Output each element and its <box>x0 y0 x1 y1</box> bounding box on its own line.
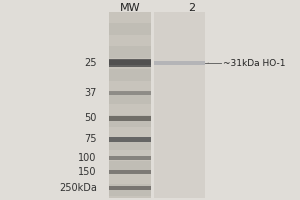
Text: 75: 75 <box>84 134 97 144</box>
Text: 37: 37 <box>84 88 97 98</box>
FancyBboxPatch shape <box>109 69 151 81</box>
Text: 25: 25 <box>84 58 97 68</box>
FancyBboxPatch shape <box>109 46 151 58</box>
Text: 250kDa: 250kDa <box>59 183 97 193</box>
FancyBboxPatch shape <box>109 138 151 150</box>
FancyBboxPatch shape <box>109 92 151 104</box>
FancyBboxPatch shape <box>109 60 151 65</box>
FancyBboxPatch shape <box>154 61 205 65</box>
Text: 50: 50 <box>84 113 97 123</box>
Text: 150: 150 <box>78 167 97 177</box>
FancyBboxPatch shape <box>109 156 151 160</box>
Text: 100: 100 <box>78 153 97 163</box>
FancyBboxPatch shape <box>154 12 205 198</box>
FancyBboxPatch shape <box>109 161 151 173</box>
FancyBboxPatch shape <box>109 184 151 196</box>
FancyBboxPatch shape <box>109 23 151 35</box>
FancyBboxPatch shape <box>109 115 151 127</box>
FancyBboxPatch shape <box>109 186 151 190</box>
FancyBboxPatch shape <box>109 59 151 67</box>
FancyBboxPatch shape <box>109 136 151 142</box>
FancyBboxPatch shape <box>109 12 151 198</box>
Text: ~31kDa HO-1: ~31kDa HO-1 <box>223 58 285 68</box>
Text: MW: MW <box>120 3 141 13</box>
FancyBboxPatch shape <box>109 91 151 95</box>
FancyBboxPatch shape <box>109 116 151 120</box>
Text: 2: 2 <box>188 3 196 13</box>
FancyBboxPatch shape <box>109 170 151 174</box>
